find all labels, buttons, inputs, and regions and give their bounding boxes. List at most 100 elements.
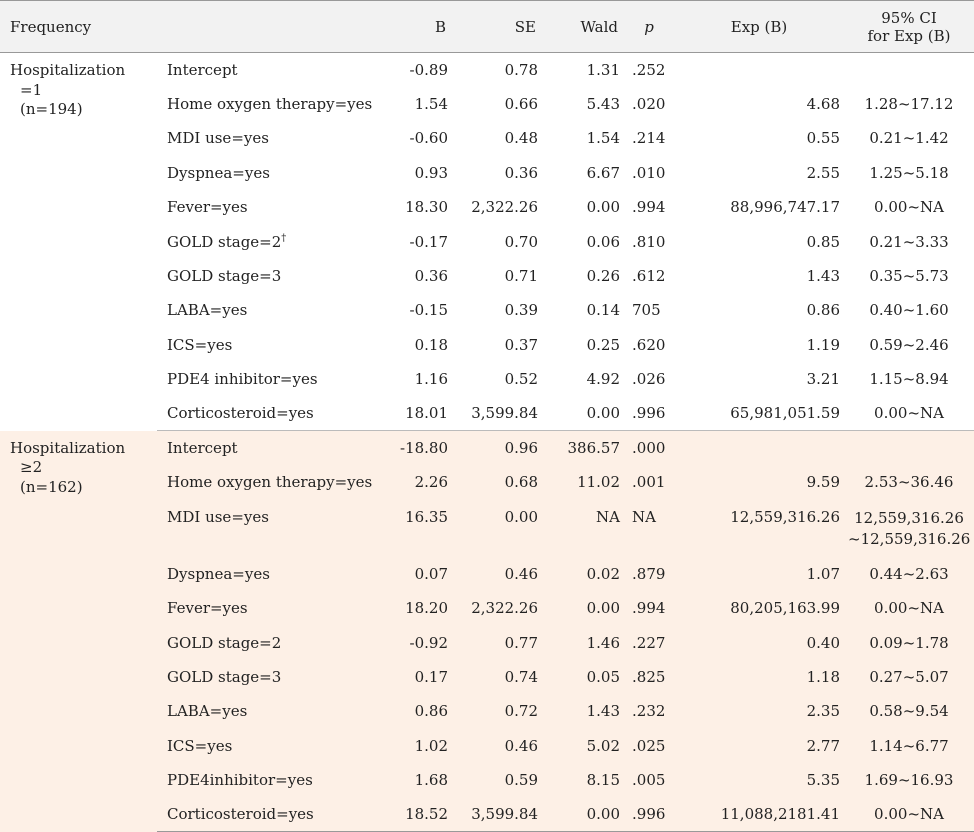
exp-cell: 9.59 [806,473,841,492]
ci-upper: ~12,559,316.26 [848,530,971,549]
b-cell: -0.15 [409,301,449,320]
se-cell: 0.52 [504,370,539,389]
variable-cell: GOLD stage=3 [167,267,282,286]
se-cell: 0.74 [504,667,539,686]
p-cell: .232 [632,702,666,721]
ci-cell: 1.69~16.93 [864,771,954,790]
table-row: LABA=yes -0.15 0.39 0.14 705 0.86 0.40~1… [0,293,974,327]
wald-cell: 4.92 [586,370,621,389]
se-cell: 0.59 [504,771,539,790]
ci-cell: 0.44~2.63 [869,564,949,583]
se-cell: 3,599.84 [452,797,543,832]
se-cell: 0.66 [504,95,539,114]
wald-cell: 0.02 [586,564,621,583]
wald-cell: 8.15 [586,771,621,790]
b-cell: 0.93 [414,163,449,182]
p-cell: .620 [632,335,666,354]
variable-cell: LABA=yes [167,301,248,320]
wald-cell: 0.00 [586,198,621,217]
variable-cell: Fever=yes [167,198,248,217]
header-row: Frequency B SE Wald p Exp (B) 95% CI for… [0,0,974,53]
ci-cell: 0.00~NA [844,396,974,432]
ci-cell: 0.00~NA [874,198,944,217]
exp-cell: 11,088,2181.41 [674,797,845,832]
exp-cell: 1.19 [806,335,841,354]
table-row: PDE4 inhibitor=yes 1.16 0.52 4.92 .026 3… [0,362,974,396]
p-cell: .020 [632,95,666,114]
se-cell: 0.39 [504,301,539,320]
wald-cell: 0.26 [586,267,621,286]
exp-cell: 2.35 [806,702,841,721]
se-cell: 0.36 [504,163,539,182]
exp-cell: 0.85 [806,232,841,251]
table-row: Corticosteroid=yes 18.52 3,599.84 0.00 .… [0,797,974,832]
table-row: ICS=yes 1.02 0.46 5.02 .025 2.77 1.14~6.… [0,728,974,763]
p-cell: .214 [632,129,666,148]
table-row: GOLD stage=3 0.17 0.74 0.05 .825 1.18 0.… [0,659,974,695]
group-label-title: Hospitalization [10,438,126,457]
p-cell: 705 [632,301,661,320]
b-cell: 0.18 [414,335,449,354]
ci-cell: 0.35~5.73 [869,267,949,286]
header-se: SE [452,0,543,53]
p-cell: .227 [632,633,666,652]
se-cell: 0.46 [504,736,539,755]
p-cell: .025 [632,736,666,755]
wald-cell: 11.02 [577,473,621,492]
variable-cell: MDI use=yes [167,507,269,526]
wald-cell: 0.14 [586,301,621,320]
exp-cell: 65,981,051.59 [674,396,845,432]
ci-cell: 0.59~2.46 [869,335,949,354]
se-cell: 0.96 [504,439,539,458]
variable-cell: PDE4 inhibitor=yes [167,370,318,389]
p-cell: .994 [632,599,666,618]
ci-cell: 0.58~9.54 [869,702,949,721]
se-cell: 2,322.26 [471,599,539,618]
se-cell: 3,599.84 [452,396,543,432]
group-hospitalization-1: Hospitalization =1 (n=194) Intercept -0.… [0,53,974,432]
group-label-title: Hospitalization [10,61,126,79]
group-hospitalization-2-plus: Hospitalization ≥2 (n=162) Intercept -18… [0,430,974,832]
exp-cell: 0.40 [806,633,841,652]
table-row: Home oxygen therapy=yes 1.54 0.66 5.43 .… [0,87,974,121]
exp-cell [674,431,844,465]
exp-cell [674,53,844,87]
ci-cell [844,431,974,465]
header-exp: Exp (B) [674,0,845,53]
variable-cell: MDI use=yes [167,129,269,148]
header-ci-line2: for Exp (B) [867,26,951,45]
table-row: MDI use=yes 16.35 0.00 NA NA 12,559,316.… [0,499,974,557]
exp-cell: 4.68 [806,95,841,114]
p-cell: .810 [632,232,666,251]
exp-cell: 1.07 [806,564,841,583]
ci-cell: 12,559,316.26 ~12,559,316.26 [844,500,974,557]
wald-cell: 5.02 [586,736,621,755]
ci-cell: 0.21~1.42 [869,129,949,148]
exp-cell: 80,205,163.99 [730,599,841,618]
ci-cell [844,53,974,87]
p-cell: .001 [632,473,666,492]
b-cell: -18.80 [400,439,449,458]
wald-cell: 386.57 [567,439,621,458]
table-row: PDE4inhibitor=yes 1.68 0.59 8.15 .005 5.… [0,762,974,798]
exp-cell: 1.43 [806,267,841,286]
b-cell: 18.30 [405,198,449,217]
variable-cell: Fever=yes [167,599,248,618]
se-cell: 0.78 [504,60,539,79]
group-label: Hospitalization ≥2 (n=162) [0,431,157,832]
variable-cell: Dyspnea=yes [167,163,270,182]
dagger-footnote-mark: † [281,232,287,244]
table-row: Dyspnea=yes 0.07 0.46 0.02 .879 1.07 0.4… [0,556,974,591]
group-label-n: (n=162) [20,477,83,496]
exp-cell: 5.35 [806,771,841,790]
wald-cell: 5.43 [586,95,621,114]
b-cell: -0.92 [409,633,449,652]
b-cell: 0.17 [414,667,449,686]
exp-cell: 12,559,316.26 [730,507,841,526]
b-cell: -0.17 [409,232,449,251]
exp-cell: 3.21 [806,370,841,389]
b-cell: -0.60 [409,129,449,148]
wald-cell: 1.43 [586,702,621,721]
ci-cell: 0.09~1.78 [869,633,949,652]
